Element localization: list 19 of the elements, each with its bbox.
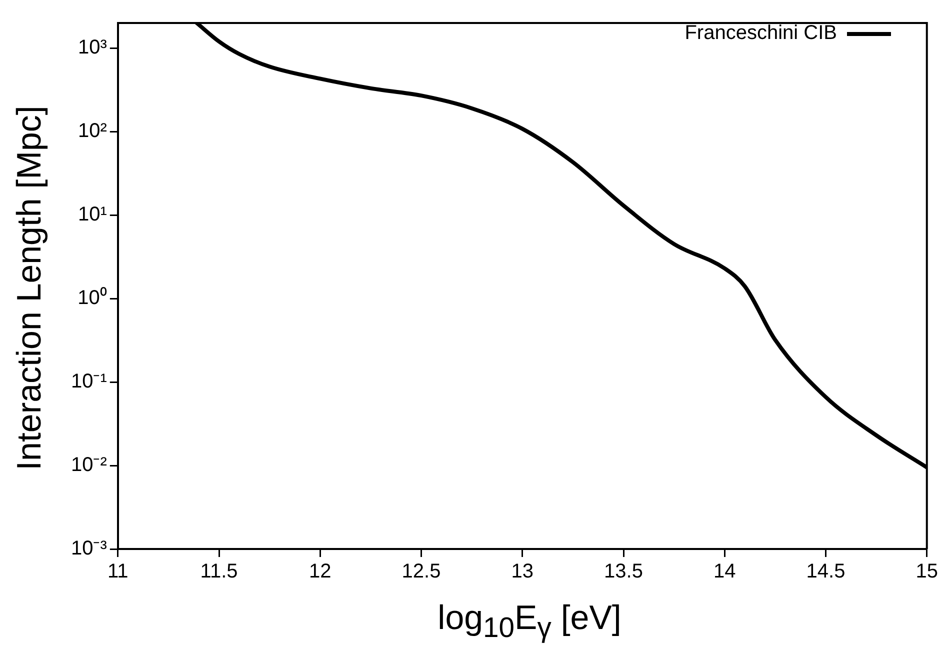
- x-tick-label: 14: [714, 560, 736, 583]
- x-tick-label: 11: [108, 560, 128, 583]
- y-tick-label: 10⁰: [78, 286, 107, 310]
- y-tick-label: 10³: [78, 36, 108, 59]
- x-tick-label: 11.5: [200, 560, 238, 583]
- x-tick-label: 13: [511, 560, 534, 583]
- x-tick-label: 15: [916, 560, 938, 583]
- y-tick-label: 10⁻³: [71, 538, 108, 560]
- legend-label: Franceschini CIB: [684, 22, 837, 45]
- y-axis-title: Interaction Length [Mpc]: [10, 106, 50, 470]
- y-tick-label: 10⁻¹: [71, 370, 108, 393]
- x-tick-label: 12: [309, 560, 332, 583]
- x-tick-label: 12.5: [402, 560, 441, 583]
- y-tick-label: 10⁻²: [71, 454, 108, 476]
- y-tick-label: 10²: [78, 120, 108, 142]
- x-tick-label: 14.5: [806, 560, 846, 583]
- x-tick-label: 13.5: [604, 560, 643, 583]
- x-axis-title: log$_{10}$E$_{γ}$ [eV]: [436, 599, 622, 645]
- y-tick-label: 10¹: [78, 204, 108, 226]
